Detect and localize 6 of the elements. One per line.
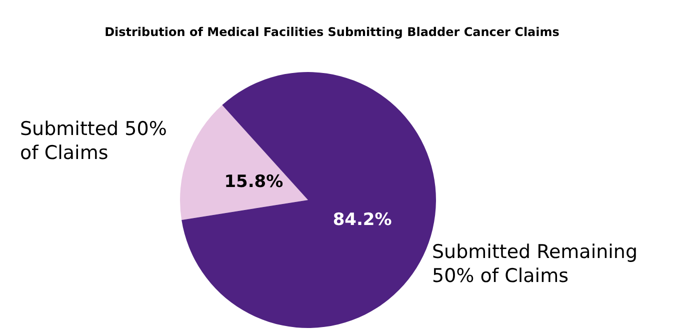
slice-label: Submitted 50% of Claims	[20, 118, 167, 164]
data-label: 84.2%	[332, 210, 392, 230]
chart-title: Distribution of Medical Facilities Submitting Bladder Cancer Claims	[104, 25, 560, 39]
slice-label: Submitted Remaining 50% of Claims	[432, 241, 638, 287]
data-label: 15.8%	[224, 172, 284, 192]
pie-slice	[180, 105, 308, 220]
